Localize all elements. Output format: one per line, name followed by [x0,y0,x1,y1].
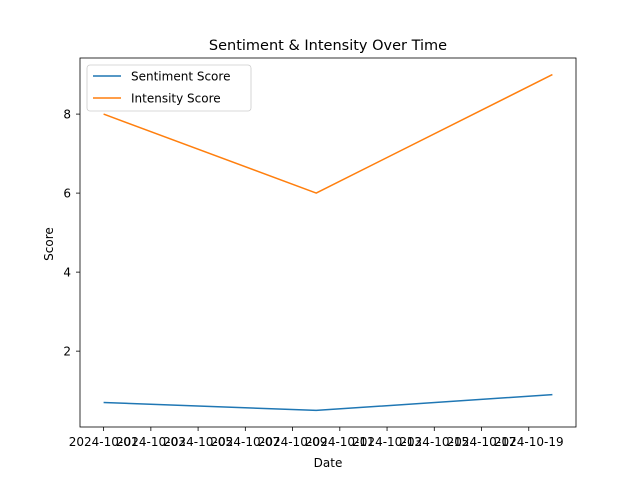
x-tick-label-2: 2024-10-05 [163,435,233,449]
chart-title: Sentiment & Intensity Over Time [209,38,447,54]
series-line-1 [103,73,553,194]
x-tick-label-8: 2024-10-17 [447,435,517,449]
axes: 2024-10-012024-10-032024-10-052024-10-07… [63,57,577,449]
x-tick-label-9: 2024-10-19 [494,435,564,449]
y-axis-label: Score [42,227,56,261]
y-tick-label-1: 4 [63,266,71,280]
x-tick-label-6: 2024-10-13 [352,435,422,449]
legend-box [86,64,252,112]
legend: Sentiment Score Intensity Score [86,64,252,112]
legend-label-0: Sentiment Score [131,70,230,84]
axes-frame [79,57,577,428]
x-tick-label-7: 2024-10-15 [399,435,469,449]
x-tick-label-0: 2024-10-01 [69,435,139,449]
x-tick-label-5: 2024-10-11 [305,435,375,449]
y-tick-label-0: 2 [63,345,71,359]
series-line-0 [103,393,553,412]
x-tick-label-3: 2024-10-07 [210,435,280,449]
y-tick-label-3: 8 [63,108,71,122]
x-tick-label-1: 2024-10-03 [116,435,186,449]
y-tick-label-2: 6 [63,187,71,201]
legend-label-1: Intensity Score [131,92,221,106]
x-tick-label-4: 2024-10-09 [258,435,328,449]
plot-area [103,73,553,412]
x-axis-label: Date [314,456,343,470]
